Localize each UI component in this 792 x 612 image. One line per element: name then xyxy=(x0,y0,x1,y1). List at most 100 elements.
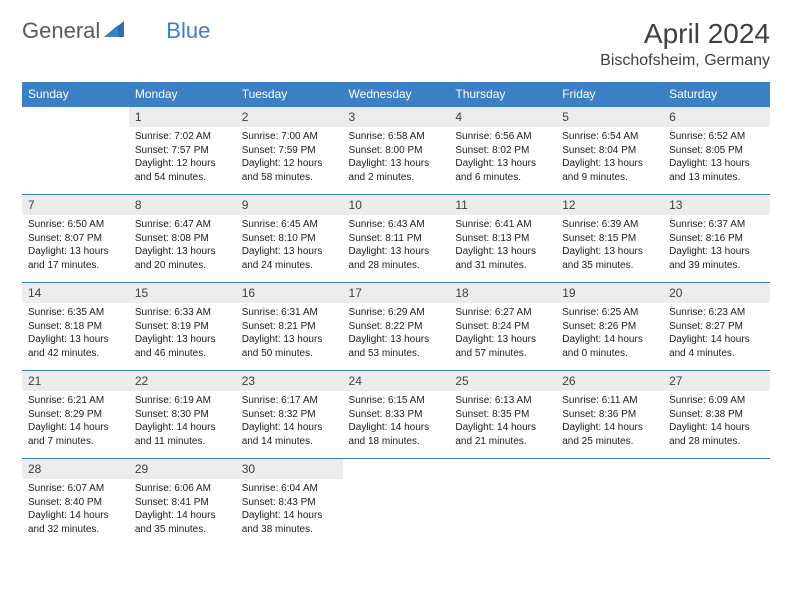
day-detail: Sunrise: 6:33 AMSunset: 8:19 PMDaylight:… xyxy=(129,303,236,363)
weekday-header: Saturday xyxy=(663,82,770,107)
day-number: 25 xyxy=(449,371,556,391)
day-cell: 9Sunrise: 6:45 AMSunset: 8:10 PMDaylight… xyxy=(236,195,343,283)
logo-text-1: General xyxy=(22,18,100,44)
weekday-row: SundayMondayTuesdayWednesdayThursdayFrid… xyxy=(22,82,770,107)
day-number: 14 xyxy=(22,283,129,303)
day-cell: 18Sunrise: 6:27 AMSunset: 8:24 PMDayligh… xyxy=(449,283,556,371)
day-detail: Sunrise: 6:35 AMSunset: 8:18 PMDaylight:… xyxy=(22,303,129,363)
day-cell xyxy=(22,107,129,195)
day-detail: Sunrise: 6:45 AMSunset: 8:10 PMDaylight:… xyxy=(236,215,343,275)
day-number: 2 xyxy=(236,107,343,127)
day-number: 19 xyxy=(556,283,663,303)
day-number: 10 xyxy=(343,195,450,215)
day-detail: Sunrise: 6:31 AMSunset: 8:21 PMDaylight:… xyxy=(236,303,343,363)
day-detail: Sunrise: 6:52 AMSunset: 8:05 PMDaylight:… xyxy=(663,127,770,187)
day-cell: 12Sunrise: 6:39 AMSunset: 8:15 PMDayligh… xyxy=(556,195,663,283)
title-block: April 2024 Bischofsheim, Germany xyxy=(600,18,770,70)
day-detail: Sunrise: 6:50 AMSunset: 8:07 PMDaylight:… xyxy=(22,215,129,275)
day-detail: Sunrise: 6:54 AMSunset: 8:04 PMDaylight:… xyxy=(556,127,663,187)
week-row: 1Sunrise: 7:02 AMSunset: 7:57 PMDaylight… xyxy=(22,107,770,195)
day-cell: 16Sunrise: 6:31 AMSunset: 8:21 PMDayligh… xyxy=(236,283,343,371)
day-number: 16 xyxy=(236,283,343,303)
day-number: 22 xyxy=(129,371,236,391)
day-detail: Sunrise: 6:07 AMSunset: 8:40 PMDaylight:… xyxy=(22,479,129,539)
calendar-table: SundayMondayTuesdayWednesdayThursdayFrid… xyxy=(22,82,770,547)
day-cell xyxy=(449,459,556,547)
calendar-body: 1Sunrise: 7:02 AMSunset: 7:57 PMDaylight… xyxy=(22,107,770,547)
day-cell: 7Sunrise: 6:50 AMSunset: 8:07 PMDaylight… xyxy=(22,195,129,283)
day-cell: 6Sunrise: 6:52 AMSunset: 8:05 PMDaylight… xyxy=(663,107,770,195)
day-detail: Sunrise: 6:56 AMSunset: 8:02 PMDaylight:… xyxy=(449,127,556,187)
day-number: 24 xyxy=(343,371,450,391)
day-detail: Sunrise: 6:39 AMSunset: 8:15 PMDaylight:… xyxy=(556,215,663,275)
day-cell: 1Sunrise: 7:02 AMSunset: 7:57 PMDaylight… xyxy=(129,107,236,195)
day-number: 11 xyxy=(449,195,556,215)
day-number: 27 xyxy=(663,371,770,391)
calendar-page: General Blue April 2024 Bischofsheim, Ge… xyxy=(0,0,792,565)
day-number: 23 xyxy=(236,371,343,391)
day-detail: Sunrise: 7:00 AMSunset: 7:59 PMDaylight:… xyxy=(236,127,343,187)
day-cell: 23Sunrise: 6:17 AMSunset: 8:32 PMDayligh… xyxy=(236,371,343,459)
day-detail: Sunrise: 7:02 AMSunset: 7:57 PMDaylight:… xyxy=(129,127,236,187)
day-number: 18 xyxy=(449,283,556,303)
day-cell: 26Sunrise: 6:11 AMSunset: 8:36 PMDayligh… xyxy=(556,371,663,459)
day-cell: 2Sunrise: 7:00 AMSunset: 7:59 PMDaylight… xyxy=(236,107,343,195)
day-cell: 3Sunrise: 6:58 AMSunset: 8:00 PMDaylight… xyxy=(343,107,450,195)
day-cell: 8Sunrise: 6:47 AMSunset: 8:08 PMDaylight… xyxy=(129,195,236,283)
day-number: 12 xyxy=(556,195,663,215)
day-number: 17 xyxy=(343,283,450,303)
day-cell: 24Sunrise: 6:15 AMSunset: 8:33 PMDayligh… xyxy=(343,371,450,459)
day-detail: Sunrise: 6:27 AMSunset: 8:24 PMDaylight:… xyxy=(449,303,556,363)
day-cell: 29Sunrise: 6:06 AMSunset: 8:41 PMDayligh… xyxy=(129,459,236,547)
day-cell xyxy=(663,459,770,547)
day-cell: 21Sunrise: 6:21 AMSunset: 8:29 PMDayligh… xyxy=(22,371,129,459)
day-number: 20 xyxy=(663,283,770,303)
day-detail: Sunrise: 6:13 AMSunset: 8:35 PMDaylight:… xyxy=(449,391,556,451)
day-number: 6 xyxy=(663,107,770,127)
day-cell: 15Sunrise: 6:33 AMSunset: 8:19 PMDayligh… xyxy=(129,283,236,371)
day-cell: 14Sunrise: 6:35 AMSunset: 8:18 PMDayligh… xyxy=(22,283,129,371)
day-detail: Sunrise: 6:15 AMSunset: 8:33 PMDaylight:… xyxy=(343,391,450,451)
day-detail: Sunrise: 6:17 AMSunset: 8:32 PMDaylight:… xyxy=(236,391,343,451)
weekday-header: Tuesday xyxy=(236,82,343,107)
day-detail: Sunrise: 6:29 AMSunset: 8:22 PMDaylight:… xyxy=(343,303,450,363)
day-cell: 20Sunrise: 6:23 AMSunset: 8:27 PMDayligh… xyxy=(663,283,770,371)
day-cell xyxy=(343,459,450,547)
day-number: 21 xyxy=(22,371,129,391)
day-number: 30 xyxy=(236,459,343,479)
location: Bischofsheim, Germany xyxy=(600,52,770,70)
header: General Blue April 2024 Bischofsheim, Ge… xyxy=(22,18,770,70)
logo: General Blue xyxy=(22,18,210,44)
logo-triangle-icon xyxy=(104,21,124,42)
logo-text-2: Blue xyxy=(166,18,210,44)
day-cell: 5Sunrise: 6:54 AMSunset: 8:04 PMDaylight… xyxy=(556,107,663,195)
day-number: 3 xyxy=(343,107,450,127)
day-cell xyxy=(556,459,663,547)
day-detail: Sunrise: 6:04 AMSunset: 8:43 PMDaylight:… xyxy=(236,479,343,539)
day-detail: Sunrise: 6:09 AMSunset: 8:38 PMDaylight:… xyxy=(663,391,770,451)
day-number: 8 xyxy=(129,195,236,215)
day-detail: Sunrise: 6:43 AMSunset: 8:11 PMDaylight:… xyxy=(343,215,450,275)
weekday-header: Sunday xyxy=(22,82,129,107)
day-detail: Sunrise: 6:11 AMSunset: 8:36 PMDaylight:… xyxy=(556,391,663,451)
day-detail: Sunrise: 6:19 AMSunset: 8:30 PMDaylight:… xyxy=(129,391,236,451)
day-number: 15 xyxy=(129,283,236,303)
week-row: 21Sunrise: 6:21 AMSunset: 8:29 PMDayligh… xyxy=(22,371,770,459)
day-number: 5 xyxy=(556,107,663,127)
day-cell: 4Sunrise: 6:56 AMSunset: 8:02 PMDaylight… xyxy=(449,107,556,195)
day-cell: 25Sunrise: 6:13 AMSunset: 8:35 PMDayligh… xyxy=(449,371,556,459)
day-detail: Sunrise: 6:58 AMSunset: 8:00 PMDaylight:… xyxy=(343,127,450,187)
day-number: 13 xyxy=(663,195,770,215)
day-detail: Sunrise: 6:37 AMSunset: 8:16 PMDaylight:… xyxy=(663,215,770,275)
day-cell: 27Sunrise: 6:09 AMSunset: 8:38 PMDayligh… xyxy=(663,371,770,459)
day-detail: Sunrise: 6:06 AMSunset: 8:41 PMDaylight:… xyxy=(129,479,236,539)
day-cell: 13Sunrise: 6:37 AMSunset: 8:16 PMDayligh… xyxy=(663,195,770,283)
day-cell: 19Sunrise: 6:25 AMSunset: 8:26 PMDayligh… xyxy=(556,283,663,371)
day-detail: Sunrise: 6:21 AMSunset: 8:29 PMDaylight:… xyxy=(22,391,129,451)
weekday-header: Thursday xyxy=(449,82,556,107)
day-cell: 28Sunrise: 6:07 AMSunset: 8:40 PMDayligh… xyxy=(22,459,129,547)
day-detail: Sunrise: 6:23 AMSunset: 8:27 PMDaylight:… xyxy=(663,303,770,363)
day-cell: 17Sunrise: 6:29 AMSunset: 8:22 PMDayligh… xyxy=(343,283,450,371)
month-title: April 2024 xyxy=(600,18,770,50)
day-number: 29 xyxy=(129,459,236,479)
